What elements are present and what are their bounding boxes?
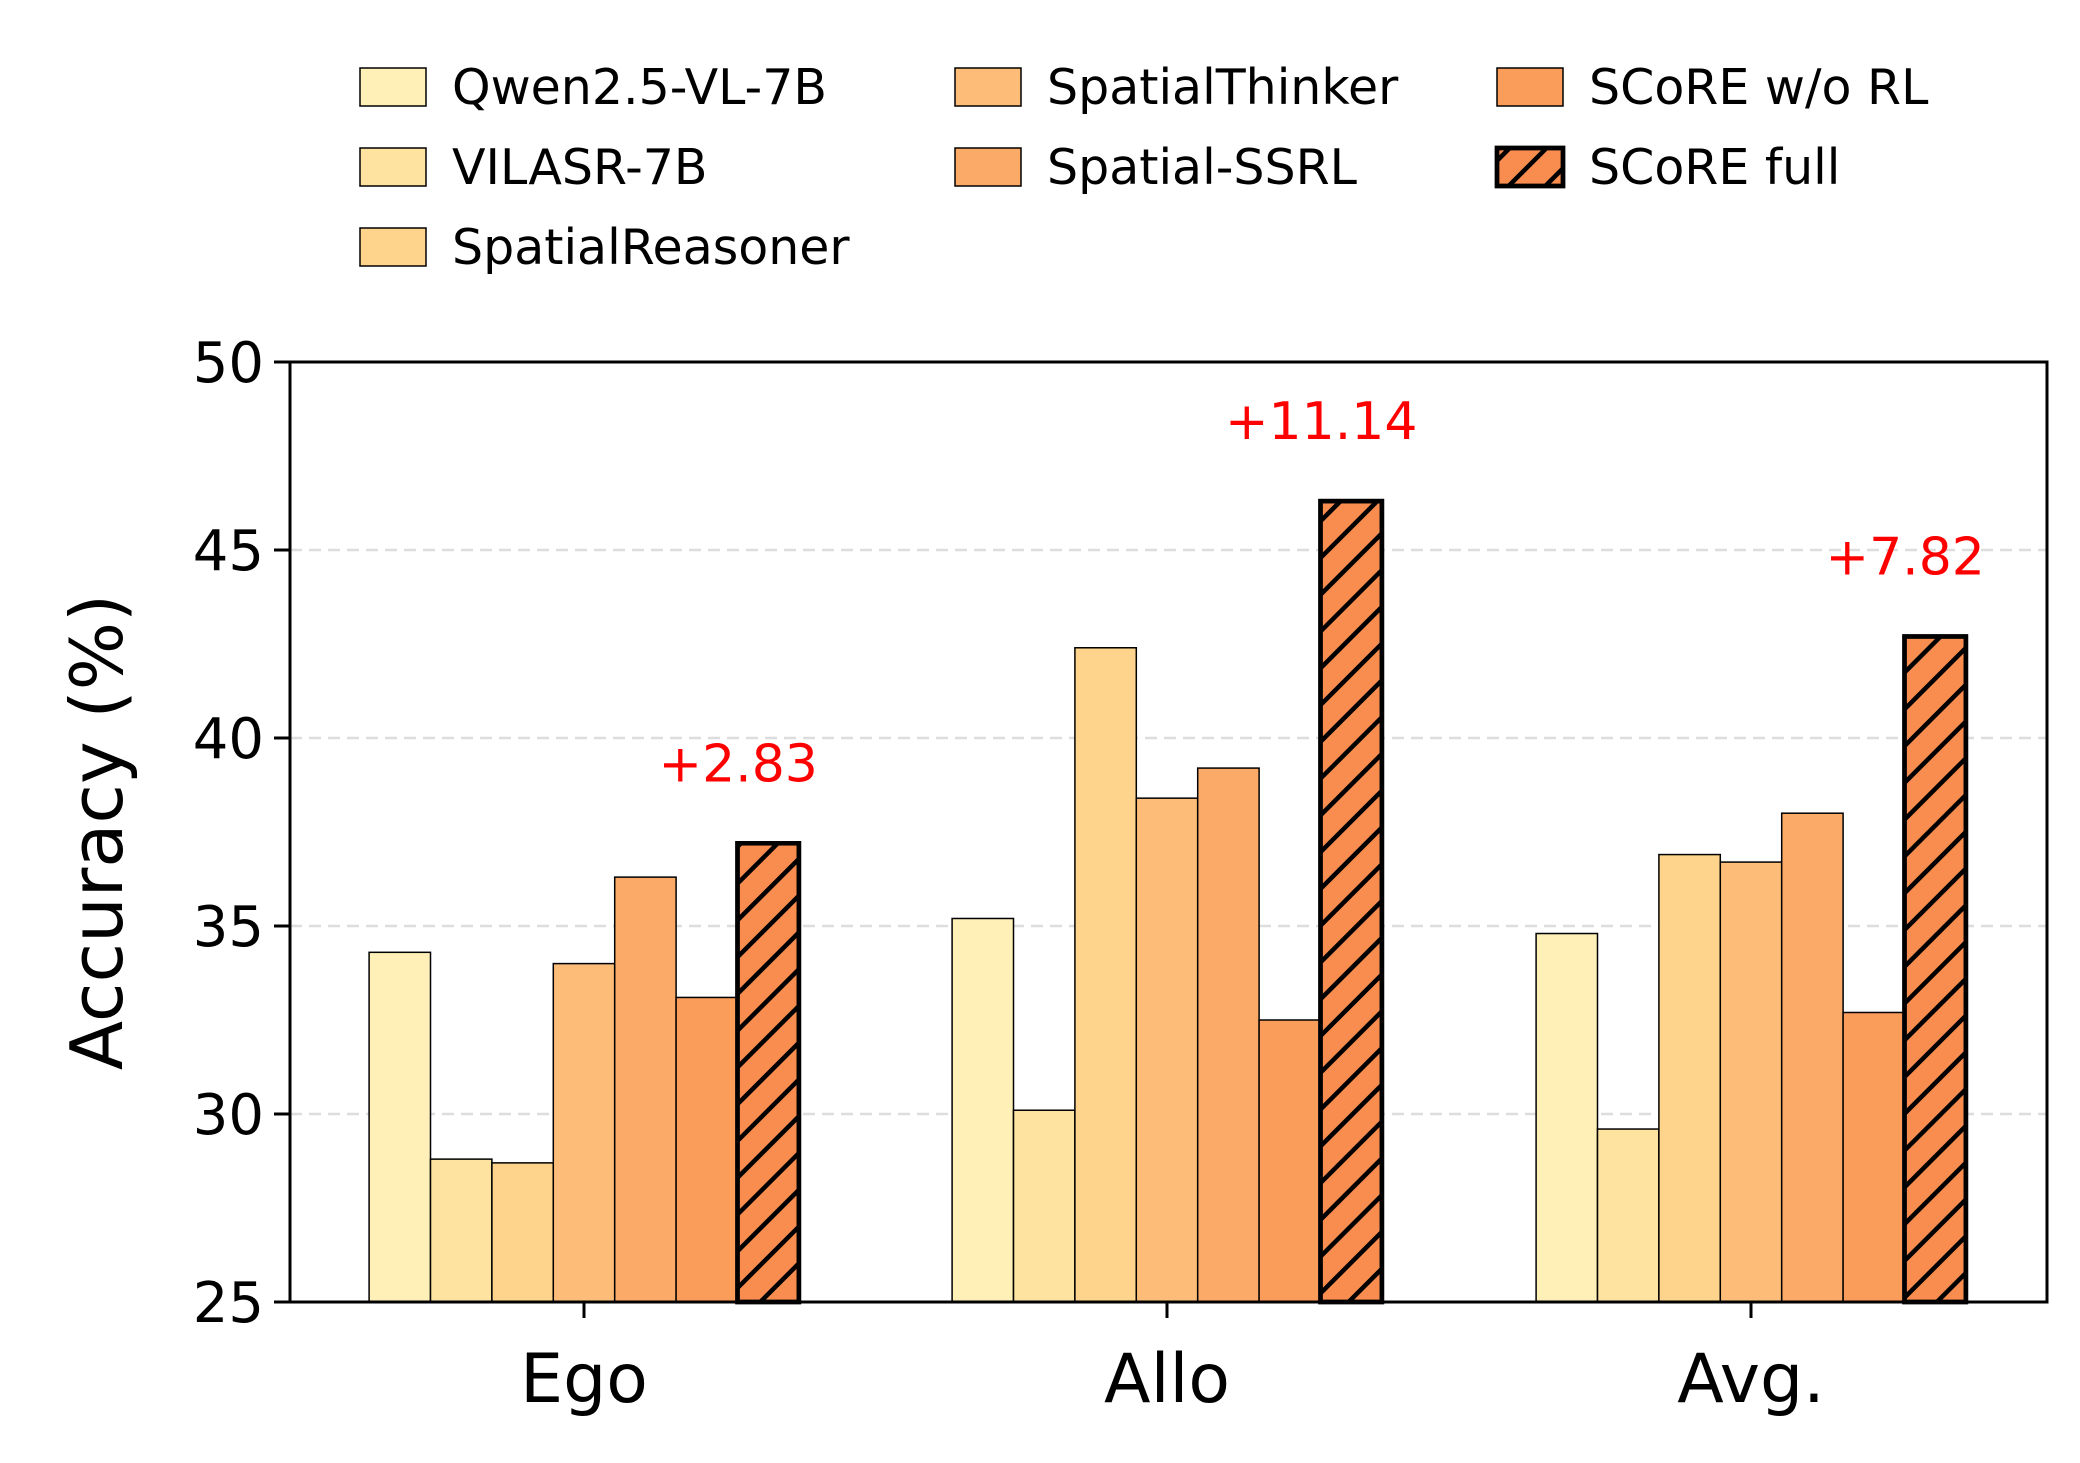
bar-qwen2-5-vl-7b-allo xyxy=(951,917,1015,1303)
bar-spatial-ssrl-allo xyxy=(1196,767,1260,1303)
bar-spatialreasoner-avg xyxy=(1658,853,1722,1303)
x-tick-label-ego: Ego xyxy=(520,1340,648,1419)
bar-hatch-score-full-avg xyxy=(1902,634,1969,1305)
legend-label-spatialthinker: SpatialThinker xyxy=(1047,59,1399,116)
annotation-avg: +7.82 xyxy=(1826,527,1985,587)
legend-swatch-hatch xyxy=(1494,145,1566,189)
bar-spatialthinker-avg xyxy=(1719,861,1783,1303)
legend-label-vilasr-7b: VILASR-7B xyxy=(452,139,708,196)
bar-score-w-o-rl-avg xyxy=(1842,1011,1906,1303)
y-tick-label: 50 xyxy=(193,331,264,396)
bar-spatial-ssrl-avg xyxy=(1780,812,1844,1303)
legend: Qwen2.5-VL-7B VILASR-7B SpatialReasoner Spa… xyxy=(359,59,1929,276)
bar-spatialreasoner-ego xyxy=(491,1162,555,1303)
y-tick-label: 40 xyxy=(193,707,264,772)
bar-hatch-score-full-allo xyxy=(1318,498,1385,1305)
y-axis-label: Accuracy (%) xyxy=(55,594,139,1070)
x-tick-label-avg: Avg. xyxy=(1677,1340,1825,1419)
x-tick-label-allo: Allo xyxy=(1104,1340,1230,1419)
bar-vilasr-7b-ego xyxy=(429,1158,493,1303)
legend-swatch-qwen2-5-vl-7b xyxy=(359,67,427,107)
bar-hatch-score-full-ego xyxy=(735,841,802,1305)
legend-swatch-spatial-ssrl xyxy=(954,147,1022,187)
legend-label-spatial-ssrl: Spatial-SSRL xyxy=(1047,139,1358,196)
bar-score-w-o-rl-ego xyxy=(675,996,739,1303)
bar-annotations: +2.83 +11.14 +7.82 xyxy=(659,392,1985,794)
bar-qwen2-5-vl-7b-avg xyxy=(1535,932,1599,1303)
legend-label-qwen2-5-vl-7b: Qwen2.5-VL-7B xyxy=(452,59,827,116)
bar-vilasr-7b-avg xyxy=(1596,1128,1660,1303)
legend-label-score-full: SCoRE full xyxy=(1589,139,1840,196)
bar-qwen2-5-vl-7b-ego xyxy=(368,951,432,1303)
y-tick-label: 25 xyxy=(193,1271,264,1336)
annotation-ego: +2.83 xyxy=(659,734,818,794)
bar-score-w-o-rl-allo xyxy=(1258,1019,1322,1303)
legend-swatch-spatialthinker xyxy=(954,67,1022,107)
bar-vilasr-7b-allo xyxy=(1012,1109,1076,1303)
legend-label-score-w-o-rl: SCoRE w/o RL xyxy=(1589,59,1929,116)
y-tick-label: 45 xyxy=(193,519,264,584)
bar-spatialthinker-allo xyxy=(1135,797,1199,1303)
y-tick-label: 30 xyxy=(193,1083,264,1148)
annotation-allo: +11.14 xyxy=(1225,392,1417,452)
bar-spatial-ssrl-ego xyxy=(613,876,677,1303)
bars xyxy=(368,498,1969,1305)
legend-swatch-spatialreasoner xyxy=(359,227,427,267)
legend-swatch-vilasr-7b xyxy=(359,147,427,187)
bar-spatialreasoner-allo xyxy=(1074,647,1138,1303)
bar-spatialthinker-ego xyxy=(552,962,616,1303)
legend-swatch-score-w-o-rl xyxy=(1496,67,1564,107)
axes: 25 30 35 40 45 50 Ego Allo Avg. xyxy=(193,331,2049,1419)
legend-label-spatialreasoner: SpatialReasoner xyxy=(452,219,850,276)
y-tick-label: 35 xyxy=(193,895,264,960)
